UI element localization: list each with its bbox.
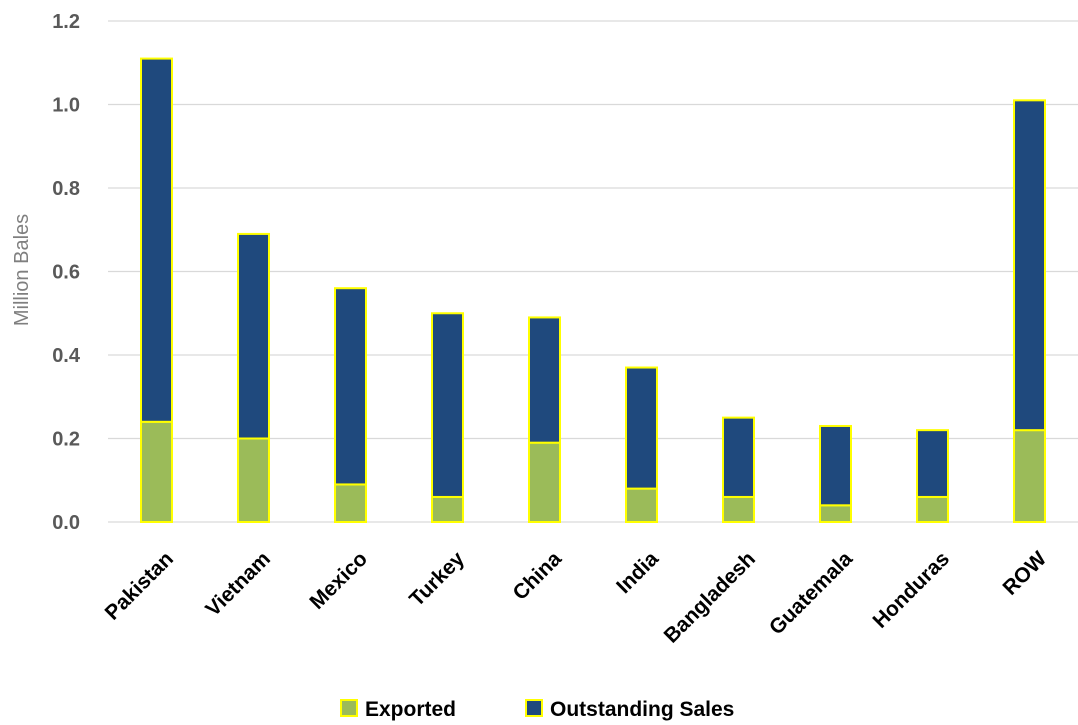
y-tick-label: 0.0 bbox=[52, 512, 80, 534]
x-tick-label: ROW bbox=[998, 547, 1051, 600]
legend-swatch bbox=[340, 699, 358, 717]
bar-exported bbox=[528, 441, 561, 523]
bar-outstanding-sales bbox=[140, 57, 173, 423]
bar-outstanding-sales bbox=[1013, 99, 1046, 432]
y-tick-label: 0.2 bbox=[52, 429, 80, 451]
bar-exported bbox=[819, 504, 852, 523]
legend-label: Outstanding Sales bbox=[550, 698, 734, 721]
bar-outstanding-sales bbox=[722, 416, 755, 498]
legend-swatch bbox=[525, 699, 543, 717]
bars bbox=[140, 57, 1046, 524]
bar-exported bbox=[334, 483, 367, 523]
x-tick-label: Mexico bbox=[305, 547, 372, 614]
x-tick-labels: Pakistan Vietnam Mexico Turkey China IndiaBan… bbox=[101, 547, 1051, 648]
y-tick-label: 0.6 bbox=[52, 262, 80, 284]
legend: Exported Outstanding Sales bbox=[340, 698, 734, 721]
bar-outstanding-sales bbox=[431, 312, 464, 498]
bar-outstanding-sales bbox=[625, 366, 658, 490]
x-tick-label: Pakistan bbox=[101, 547, 178, 624]
x-tick-label: India bbox=[612, 547, 663, 598]
legend-label: Exported bbox=[365, 698, 456, 721]
bar-exported bbox=[916, 495, 949, 524]
x-tick-label: Turkey bbox=[405, 547, 469, 611]
y-tick-label: 0.4 bbox=[52, 345, 81, 367]
x-tick-label: Guatemala bbox=[765, 547, 857, 639]
x-tick-label: Vietnam bbox=[201, 547, 275, 621]
bar-outstanding-sales bbox=[237, 232, 270, 440]
bar-exported bbox=[625, 487, 658, 524]
bar-exported bbox=[237, 437, 270, 523]
bar-exported bbox=[1013, 429, 1046, 523]
bar-exported bbox=[722, 495, 755, 524]
bar-outstanding-sales bbox=[528, 316, 561, 444]
y-tick-label: 1.2 bbox=[52, 11, 80, 33]
x-tick-label: Bangladesh bbox=[660, 547, 760, 647]
y-axis-title: Million Bales bbox=[11, 214, 33, 326]
bar-outstanding-sales bbox=[916, 429, 949, 498]
bar-outstanding-sales bbox=[334, 287, 367, 486]
y-tick-labels: 0.0 0.2 0.4 0.6 0.8 1.0 1.2 bbox=[52, 11, 81, 534]
bar-outstanding-sales bbox=[819, 424, 852, 507]
bar-exported bbox=[431, 495, 464, 524]
y-tick-label: 1.0 bbox=[52, 95, 80, 117]
bar-exported bbox=[140, 420, 173, 523]
x-tick-label: Honduras bbox=[868, 547, 954, 633]
x-tick-label: China bbox=[509, 547, 567, 605]
y-tick-label: 0.8 bbox=[52, 178, 80, 200]
